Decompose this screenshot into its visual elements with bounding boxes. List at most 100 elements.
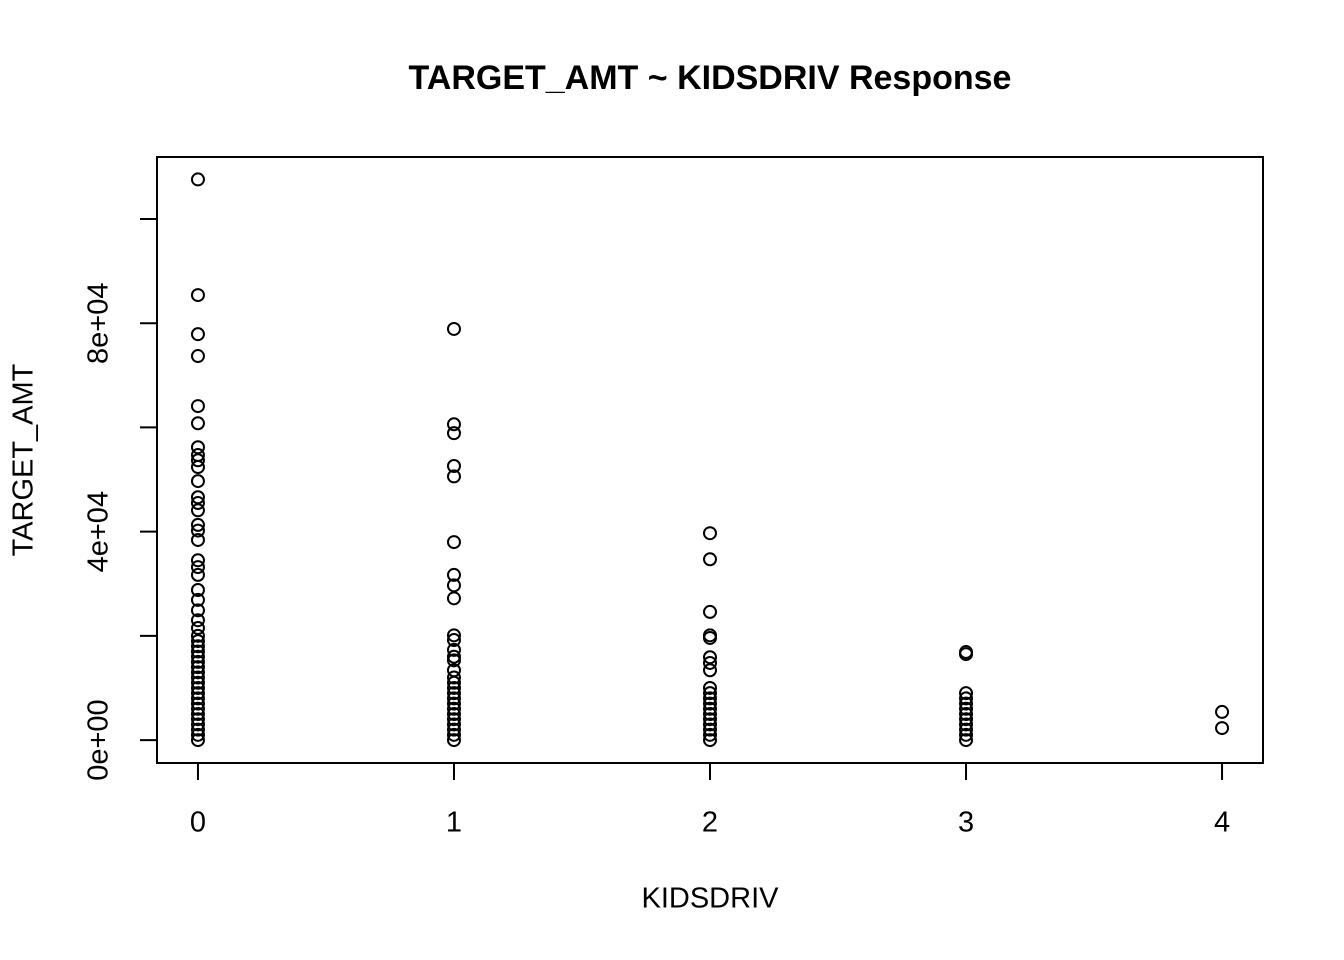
point — [190, 453, 205, 468]
point — [446, 591, 461, 606]
point — [703, 650, 717, 665]
point — [446, 696, 461, 711]
point — [190, 733, 205, 748]
point — [190, 644, 205, 659]
x-tick-label: 2 — [702, 807, 718, 839]
point — [446, 417, 461, 432]
point — [446, 712, 461, 727]
x-tick-label: 4 — [1214, 807, 1230, 839]
point — [190, 628, 205, 643]
point — [959, 722, 974, 737]
point — [703, 696, 717, 711]
point — [1215, 721, 1230, 736]
x-tick-label: 3 — [958, 807, 974, 839]
point — [703, 722, 717, 737]
point — [446, 578, 461, 593]
point — [190, 583, 205, 598]
point — [190, 639, 205, 654]
point — [190, 474, 205, 489]
point — [959, 712, 974, 727]
point — [190, 172, 205, 187]
point — [190, 649, 205, 664]
point — [703, 630, 717, 645]
point — [959, 686, 974, 701]
point — [703, 701, 717, 716]
point — [703, 680, 717, 695]
point — [190, 621, 205, 636]
point — [190, 696, 205, 711]
point — [959, 647, 974, 662]
point — [190, 523, 205, 538]
point — [190, 288, 205, 303]
point — [190, 712, 205, 727]
point — [703, 526, 717, 541]
point — [703, 663, 717, 678]
point — [959, 696, 974, 711]
point — [190, 532, 205, 547]
x-tick-label: 1 — [446, 807, 462, 839]
point — [703, 686, 717, 701]
point — [446, 426, 461, 441]
point — [446, 642, 461, 657]
point — [190, 440, 205, 455]
point — [446, 670, 461, 685]
point — [703, 552, 717, 567]
point — [190, 460, 205, 475]
point — [959, 727, 974, 742]
point — [190, 613, 205, 628]
point — [190, 490, 205, 505]
point — [446, 469, 461, 484]
point — [190, 722, 205, 737]
point — [190, 701, 205, 716]
x-axis-title: KIDSDRIV — [642, 883, 780, 915]
point — [703, 655, 717, 670]
point — [959, 707, 974, 722]
plot-box — [156, 156, 1264, 764]
point — [190, 660, 205, 675]
point — [190, 517, 205, 532]
point — [446, 628, 461, 643]
y-tick-label: 8e+04 — [83, 282, 115, 363]
point — [190, 665, 205, 680]
point — [446, 653, 461, 668]
point — [446, 686, 461, 701]
point — [703, 727, 717, 742]
point — [190, 495, 205, 510]
point — [959, 701, 974, 716]
point — [959, 691, 974, 706]
point — [190, 654, 205, 669]
point — [190, 592, 205, 607]
point — [190, 503, 205, 518]
point — [190, 686, 205, 701]
point — [446, 567, 461, 582]
point — [190, 560, 205, 575]
point — [446, 722, 461, 737]
point — [703, 733, 717, 748]
point — [190, 567, 205, 582]
point — [703, 604, 717, 619]
point — [190, 349, 205, 364]
point — [959, 717, 974, 732]
chart-title: TARGET_AMT ~ KIDSDRIV Response — [409, 59, 1012, 97]
point — [446, 680, 461, 695]
point — [190, 675, 205, 690]
point — [446, 691, 461, 706]
point — [446, 701, 461, 716]
y-tick-label: 4e+04 — [83, 491, 115, 572]
point — [703, 691, 717, 706]
y-tick-label: 0e+00 — [83, 699, 115, 780]
point — [1215, 704, 1230, 719]
point — [446, 649, 461, 664]
point — [190, 416, 205, 431]
point — [446, 675, 461, 690]
point — [446, 717, 461, 732]
point — [446, 633, 461, 648]
point — [446, 321, 461, 336]
point — [703, 712, 717, 727]
point — [190, 670, 205, 685]
point — [703, 717, 717, 732]
point — [446, 733, 461, 748]
point — [190, 691, 205, 706]
point — [190, 327, 205, 342]
